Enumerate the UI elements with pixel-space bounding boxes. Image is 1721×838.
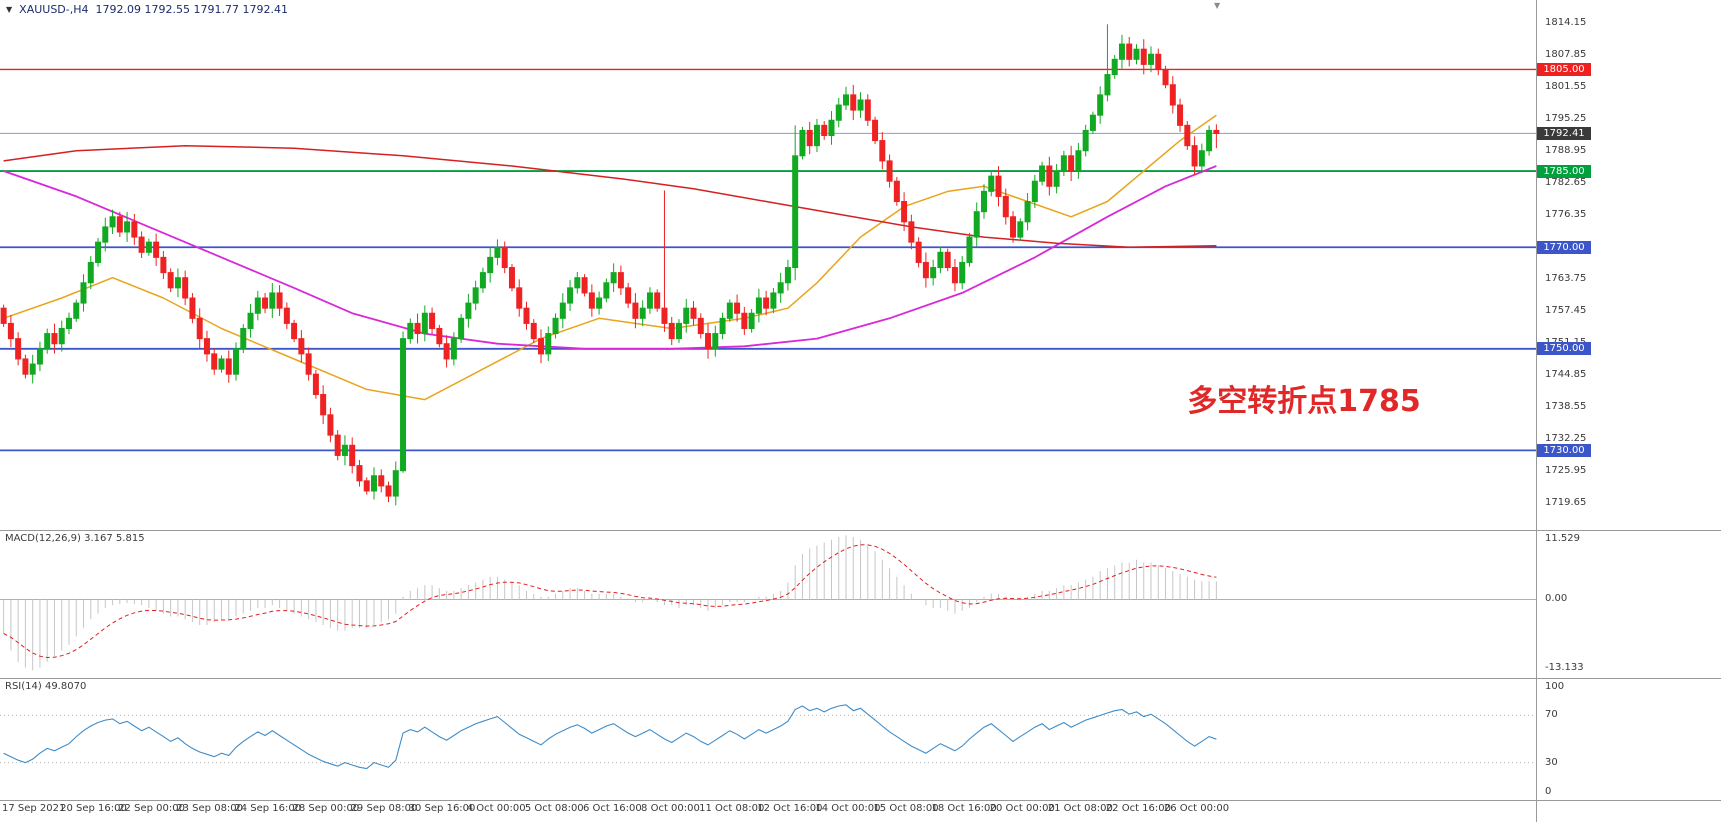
time-axis-label: 6 Oct 16:00 bbox=[582, 803, 642, 814]
rsi-indicator-label: RSI(14) 49.8070 bbox=[5, 681, 87, 692]
price-axis-tick: 1782.65 bbox=[1545, 176, 1587, 188]
ohlc-values-label: 1792.09 1792.55 1791.77 1792.41 bbox=[95, 3, 288, 16]
rsi-axis-tick: 100 bbox=[1545, 681, 1565, 692]
time-axis-label: 22 Sep 00:00 bbox=[118, 803, 185, 814]
price-line-badge: 1792.41 bbox=[1537, 126, 1591, 140]
time-axis-label: 14 Oct 00:00 bbox=[815, 803, 881, 814]
macd-axis-tick: 0.00 bbox=[1545, 593, 1568, 605]
symbol-timeframe-label: XAUUSD-,H4 bbox=[19, 3, 89, 16]
rsi-axis-tick: 30 bbox=[1545, 756, 1558, 768]
price-axis-tick: 1732.25 bbox=[1545, 432, 1587, 444]
horizontal-level-lines[interactable] bbox=[0, 68, 1536, 452]
chart-header: ▼ XAUUSD-,H4 1792.09 1792.55 1791.77 179… bbox=[6, 3, 288, 16]
price-axis-tick: 1801.55 bbox=[1545, 81, 1587, 92]
price-axis-tick: 1744.85 bbox=[1545, 368, 1587, 380]
time-axis-label: 21 Oct 08:00 bbox=[1047, 803, 1113, 814]
price-axis-tick: 1814.15 bbox=[1545, 17, 1587, 28]
macd-indicator-label: MACD(12,26,9) 3.167 5.815 bbox=[5, 533, 145, 544]
price-axis-tick: 1807.85 bbox=[1545, 49, 1587, 60]
time-axis-label: 23 Sep 08:00 bbox=[176, 803, 244, 814]
time-axis-label: 5 Oct 08:00 bbox=[524, 803, 584, 814]
ma-mid-magenta bbox=[3, 165, 1217, 350]
time-axis-label: 11 Oct 08:00 bbox=[699, 803, 765, 814]
ma-slow-red bbox=[3, 144, 1217, 248]
time-axis-label: 20 Oct 00:00 bbox=[989, 803, 1055, 814]
price-line-badge: 1730.00 bbox=[1537, 443, 1591, 457]
macd-histogram bbox=[3, 535, 1217, 671]
price-line-badge: 1750.00 bbox=[1537, 342, 1591, 356]
price-axis-tick: 1725.95 bbox=[1545, 464, 1587, 476]
time-axis-label: 20 Sep 16:00 bbox=[60, 803, 127, 814]
price-axis-tick: 1776.35 bbox=[1545, 208, 1587, 220]
rsi-axis-tick: 70 bbox=[1545, 709, 1558, 721]
time-axis-label: 29 Sep 08:00 bbox=[350, 803, 418, 814]
price-axis-tick: 1757.45 bbox=[1545, 304, 1587, 316]
time-axis-label: 18 Oct 16:00 bbox=[931, 803, 997, 814]
time-axis-label: 17 Sep 2021 bbox=[2, 803, 66, 814]
macd-axis-tick: -13.133 bbox=[1545, 662, 1584, 673]
macd-signal-line bbox=[3, 544, 1217, 659]
price-line-badge: 1770.00 bbox=[1537, 240, 1591, 254]
price-axis-tick: 1763.75 bbox=[1545, 272, 1587, 284]
macd-axis-tick: 11.529 bbox=[1545, 533, 1580, 544]
price-axis-tick: 1795.25 bbox=[1545, 112, 1587, 124]
price-axis-tick: 1738.55 bbox=[1545, 400, 1587, 412]
time-axis-label: 22 Oct 16:00 bbox=[1105, 803, 1171, 814]
price-line-badge: 1805.00 bbox=[1537, 62, 1591, 76]
chart-shift-marker[interactable]: ▼ bbox=[1214, 1, 1221, 10]
price-axis-tick: 1719.65 bbox=[1545, 496, 1587, 508]
time-axis-label: 8 Oct 00:00 bbox=[641, 803, 700, 814]
time-axis-label: 28 Sep 00:00 bbox=[292, 803, 360, 814]
time-axis-label: 26 Oct 00:00 bbox=[1163, 803, 1230, 814]
rsi-line bbox=[3, 704, 1217, 770]
time-axis-label: 30 Sep 16:00 bbox=[408, 803, 476, 814]
price-line-badge: 1785.00 bbox=[1537, 164, 1591, 178]
time-axis-label: 12 Oct 16:00 bbox=[757, 803, 823, 814]
time-axis-label: 15 Oct 08:00 bbox=[873, 803, 939, 814]
rsi-axis-tick: 0 bbox=[1545, 786, 1552, 797]
time-axis-label: 24 Sep 16:00 bbox=[234, 803, 302, 814]
time-axis-label: 4 Oct 00:00 bbox=[466, 803, 526, 814]
price-axis-tick: 1788.95 bbox=[1545, 144, 1587, 156]
candlesticks[interactable] bbox=[0, 24, 1220, 506]
symbol-expand-icon[interactable]: ▼ bbox=[6, 5, 13, 14]
chart-annotation-text[interactable]: 多空转折点1785 bbox=[1187, 383, 1421, 419]
